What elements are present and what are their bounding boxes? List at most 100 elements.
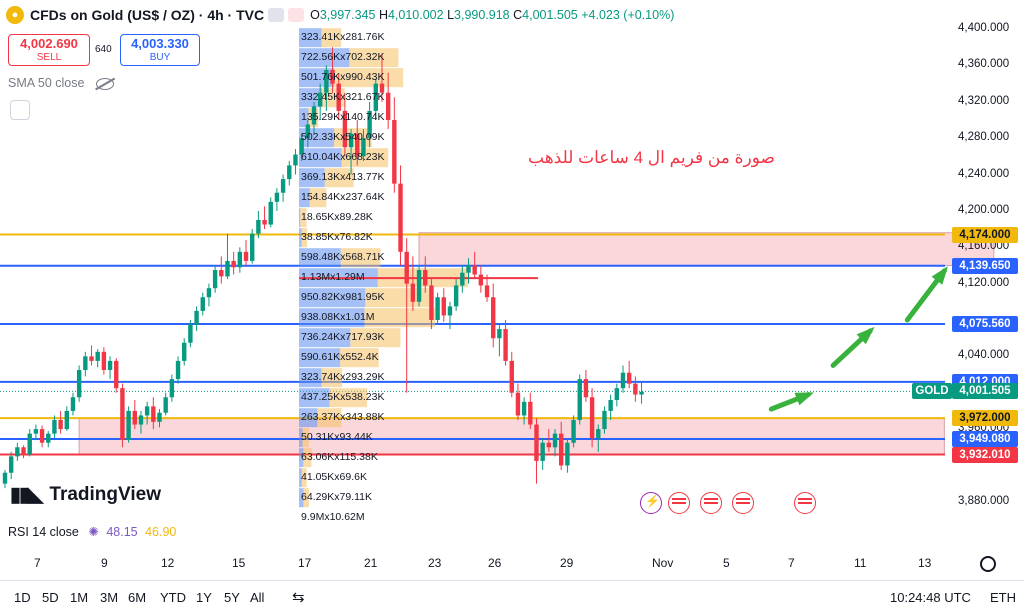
calendar-range-icon[interactable]: ⇆: [292, 589, 305, 606]
volume-down-bar: [303, 448, 312, 468]
candle: [157, 412, 162, 422]
timeframe-button[interactable]: 3M: [100, 590, 119, 605]
level-price-tag: 3,932.010: [952, 446, 1018, 463]
timeframe-button[interactable]: All: [250, 590, 265, 605]
candle: [83, 356, 88, 370]
hidden-eye-icon[interactable]: [95, 77, 114, 90]
volume-up-bar: [299, 208, 301, 228]
candle: [336, 83, 341, 111]
candle: [21, 447, 26, 455]
timeframe-button[interactable]: 6M: [128, 590, 147, 605]
time-tick-label: 23: [428, 556, 442, 570]
candle: [151, 406, 156, 422]
volume-profile-label: 18.65Kx89.28K: [301, 211, 373, 224]
candle: [626, 372, 632, 384]
timeframe-button[interactable]: YTD: [160, 590, 186, 605]
arrow-head: [931, 266, 948, 285]
chart-header: ● CFDs on Gold (US$ / OZ) · 4h · TVC O3,…: [0, 0, 674, 30]
candle: [163, 397, 168, 413]
candle: [262, 220, 267, 225]
volume-profile-label: 501.76Kx990.43K: [301, 71, 385, 84]
volume-up-bar: [299, 408, 318, 428]
timeframe-button[interactable]: 5D: [42, 590, 59, 605]
candle: [330, 70, 335, 84]
current-price-tag: 4,001.505: [952, 383, 1018, 400]
candle: [453, 285, 459, 307]
clock[interactable]: 10:24:48 UTC: [890, 590, 971, 605]
candle: [361, 138, 366, 157]
candle: [497, 329, 502, 339]
zone-box: [78, 417, 945, 456]
candle: [392, 120, 397, 184]
us-flag-icon[interactable]: [794, 492, 816, 514]
price-tick-label: 4,320.000: [958, 94, 1010, 107]
volume-profile-label: 63.06Kx115.38K: [301, 451, 378, 464]
current-symbol-tag: GOLD: [912, 383, 952, 400]
volume-profile-label: 323.74Kx293.29K: [301, 371, 385, 384]
candle: [107, 360, 113, 370]
volume-profile-label: 437.25Kx538.23K: [301, 391, 385, 404]
volume-down-bar: [329, 388, 368, 408]
price-tick-label: 4,160.000: [958, 240, 1010, 253]
volume-profile-label: 598.48Kx568.71K: [301, 251, 385, 264]
timeframe-button[interactable]: 1Y: [196, 590, 212, 605]
price-tick-label: 3,880.000: [958, 494, 1010, 507]
candle: [256, 220, 261, 234]
timeframe-button[interactable]: 5Y: [224, 590, 240, 605]
candle: [324, 70, 329, 93]
candle: [355, 133, 360, 157]
time-tick-label: 9: [101, 556, 108, 570]
volume-profile-label: 41.05Kx69.6K: [301, 471, 367, 484]
volume-up-bar: [299, 388, 330, 408]
volume-profile-label: 332.45Kx321.67K: [301, 91, 385, 104]
candle: [614, 388, 620, 400]
volume-up-bar: [299, 88, 323, 108]
flag-icon[interactable]: [288, 8, 305, 22]
volume-up-bar: [299, 108, 309, 128]
us-flag-icon[interactable]: [668, 492, 690, 514]
volume-down-bar: [302, 428, 310, 448]
timeframe-button[interactable]: 1M: [70, 590, 89, 605]
candle: [342, 110, 348, 148]
volume-down-bar: [350, 328, 401, 348]
tradingview-logo: ▮▮◣ TradingView: [10, 483, 161, 507]
volume-down-bar: [317, 408, 342, 428]
candle: [484, 285, 490, 298]
symbol-title[interactable]: CFDs on Gold (US$ / OZ) · 4h · TVC: [30, 7, 265, 23]
currency-label[interactable]: ETH: [990, 590, 1016, 605]
rsi-legend[interactable]: RSI 14 close ✺ 48.15 46.90: [8, 525, 177, 539]
sell-button[interactable]: 4,002.690 SELL: [8, 34, 90, 66]
volume-up-bar: [299, 468, 302, 488]
candle: [478, 274, 484, 286]
price-tick-label: 4,200.000: [958, 203, 1010, 216]
volume-profile-label: 722.56Kx702.32K: [301, 51, 385, 64]
price-tick-label: 4,040.000: [958, 349, 1010, 362]
ohlc-readout: O3,997.345 H4,010.002 L3,990.918 C4,001.…: [310, 8, 675, 22]
price-tick-label: 4,120.000: [958, 276, 1010, 289]
buy-button[interactable]: 4,003.330 BUY: [120, 34, 200, 66]
candle: [225, 260, 230, 277]
time-tick-label: 15: [232, 556, 246, 570]
candle: [521, 401, 527, 416]
gear-icon[interactable]: [980, 556, 996, 572]
time-tick-label: 29: [560, 556, 574, 570]
volume-down-bar: [301, 228, 308, 248]
collapse-legend-button[interactable]: [10, 100, 30, 120]
us-flag-icon[interactable]: [700, 492, 722, 514]
candle: [447, 306, 453, 316]
candle: [472, 265, 477, 275]
timeframe-button[interactable]: 1D: [14, 590, 31, 605]
candle: [460, 272, 465, 286]
level-price-tag: 3,972.000: [952, 410, 1018, 427]
volume-profile-label: 1.13Mx1.29M: [301, 271, 365, 284]
us-flag-icon[interactable]: [732, 492, 754, 514]
time-tick-label: 11: [854, 556, 867, 570]
event-icon[interactable]: [640, 492, 662, 514]
sma-legend[interactable]: SMA 50 close: [8, 76, 114, 90]
candle: [219, 270, 224, 277]
volume-up-bar: [299, 448, 304, 468]
candle: [200, 297, 205, 311]
compare-icon[interactable]: [268, 8, 285, 22]
candle: [546, 442, 552, 448]
